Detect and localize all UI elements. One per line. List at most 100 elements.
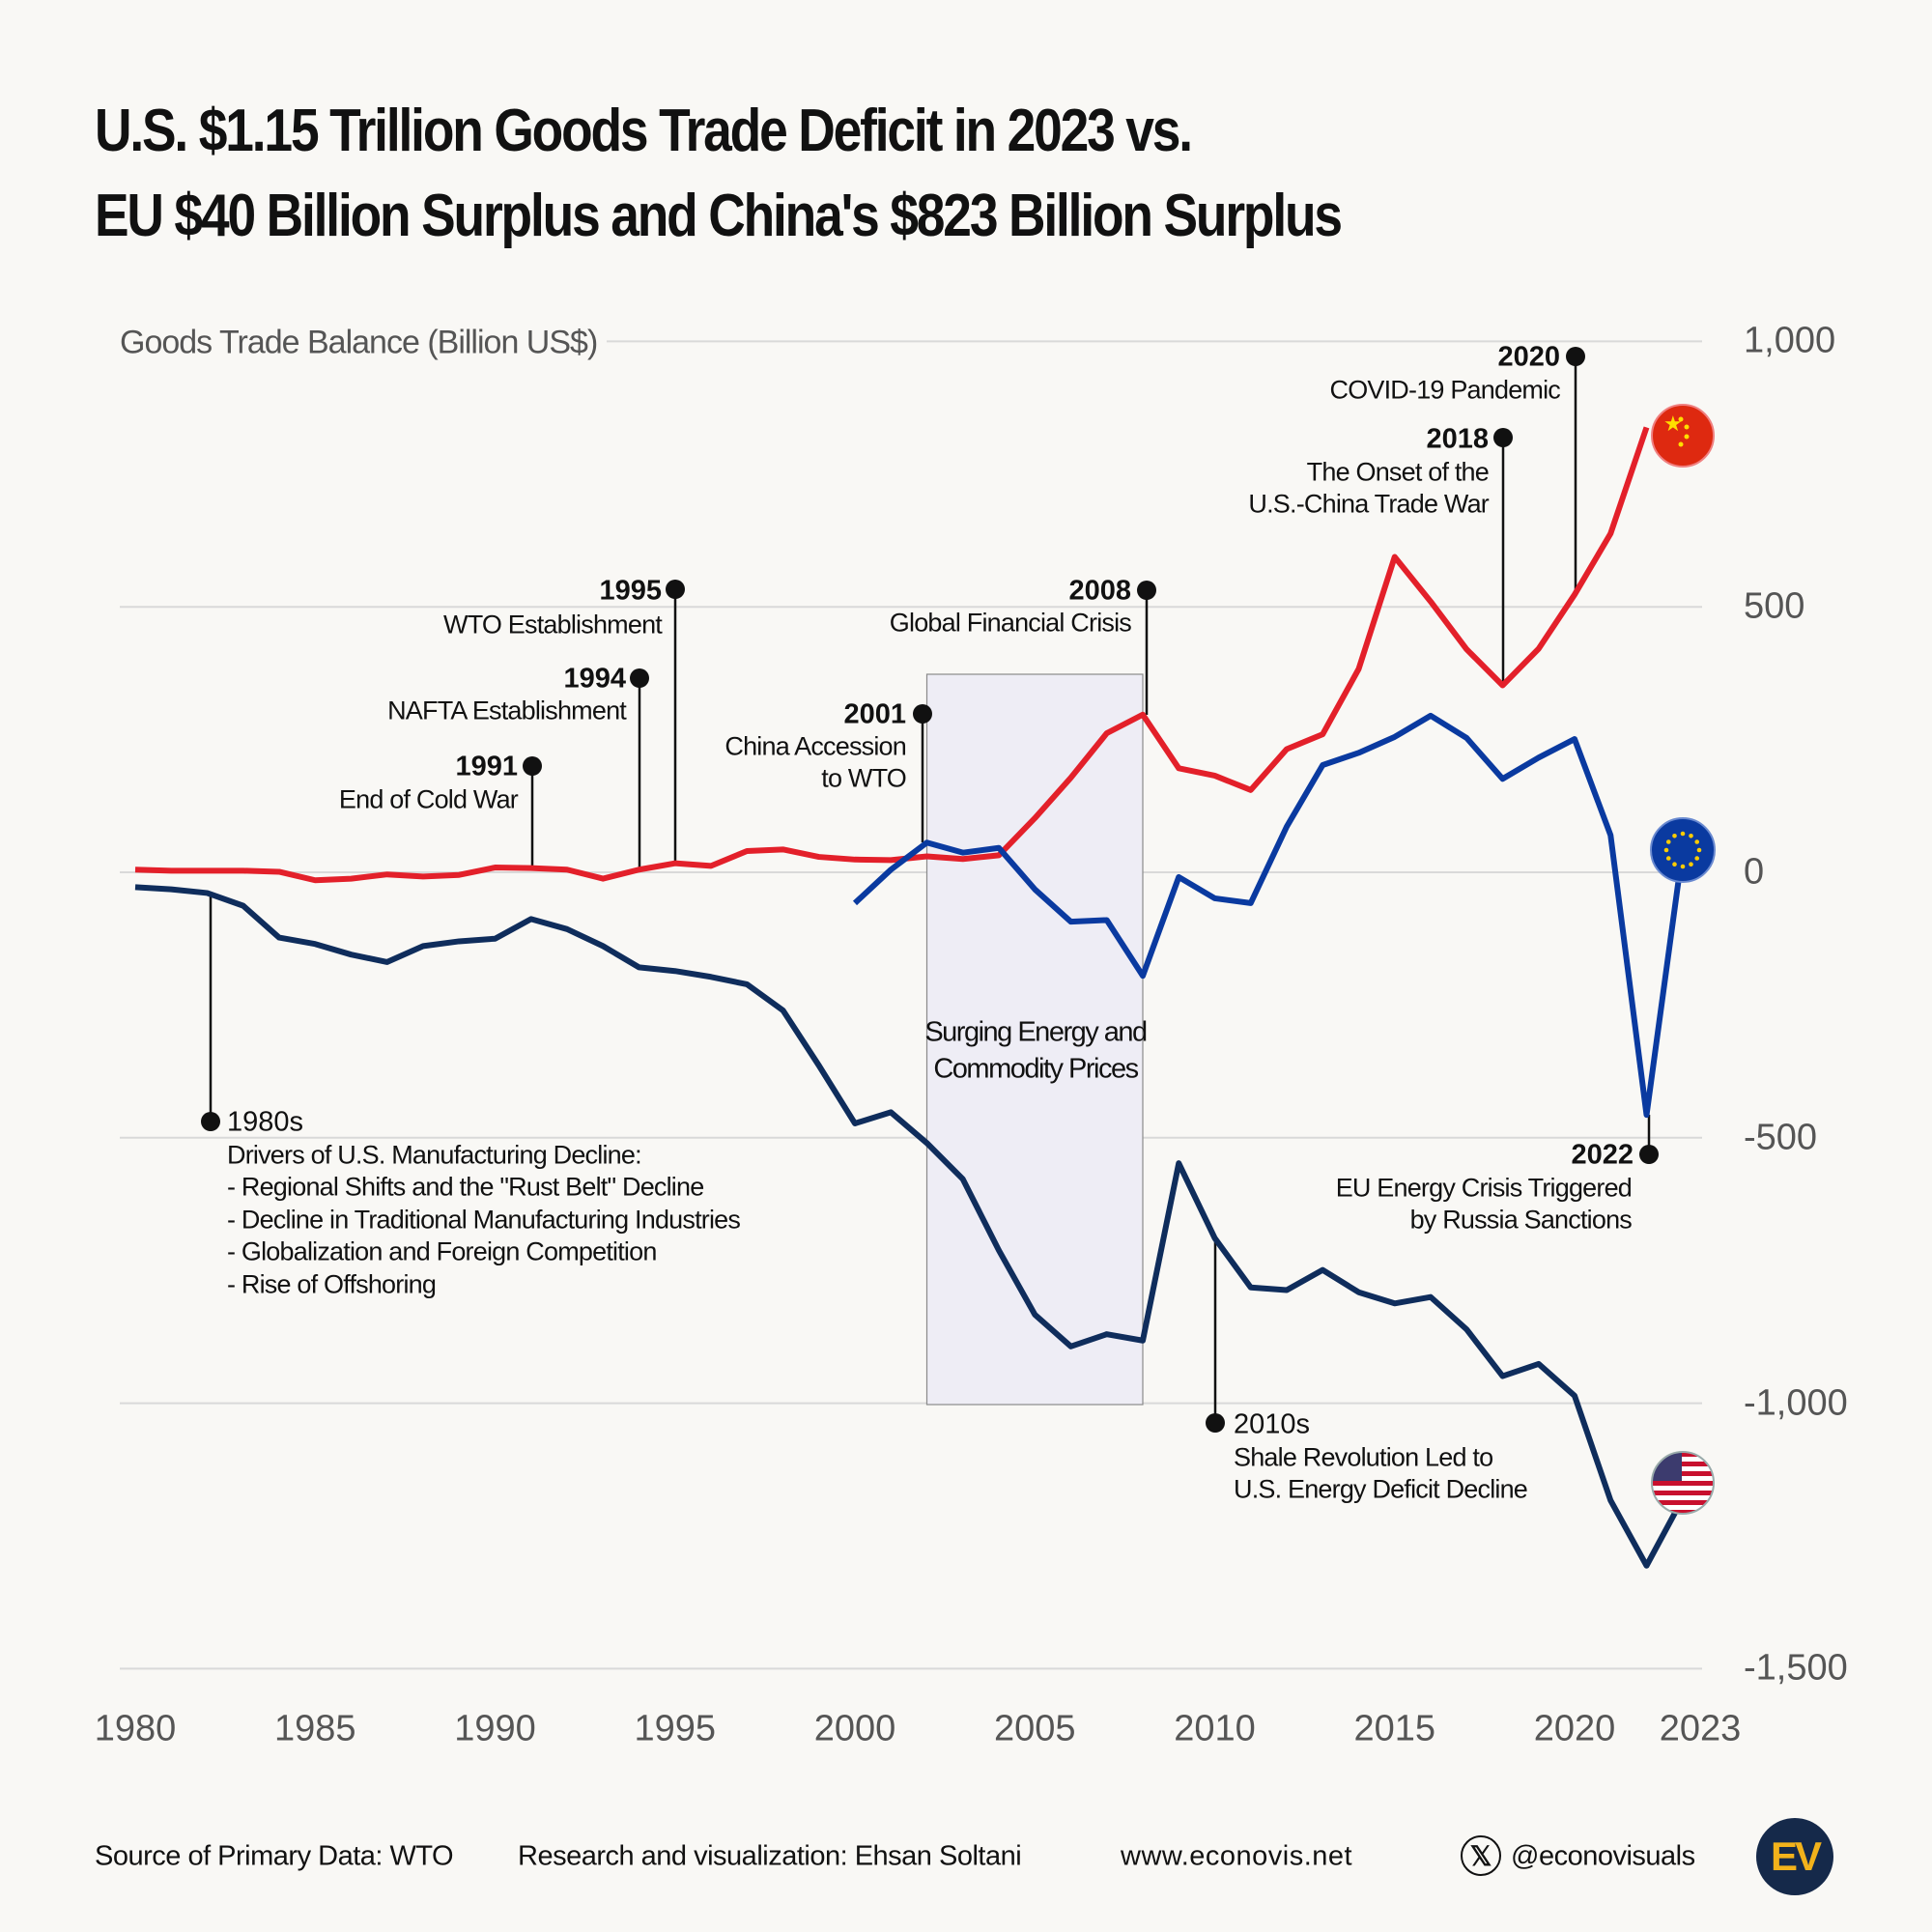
x-tick-label: 2015	[1353, 1708, 1436, 1749]
us-flag-stripe	[1652, 1452, 1714, 1457]
series-line-eu	[852, 712, 1686, 1119]
eu-flag-star	[1689, 833, 1693, 838]
annotation-dot-2010s	[1206, 1413, 1225, 1433]
eu-flag-star	[1672, 833, 1677, 838]
annotation-1994-year: 1994	[563, 663, 626, 695]
annotation-dot-1995	[666, 580, 685, 599]
website-link[interactable]: www.econovis.net	[1121, 1840, 1353, 1872]
x-tick-label: 2023	[1659, 1708, 1742, 1749]
series-line-us	[134, 884, 1686, 1569]
annotation-dot-2008	[1137, 581, 1156, 600]
annotation-dot-2018	[1493, 428, 1513, 447]
eu-flag-star	[1694, 839, 1700, 844]
shaded-region	[925, 673, 1144, 1406]
annotation-2018-text1: The Onset of the	[1306, 457, 1490, 487]
china-flag-icon: ★	[1651, 404, 1715, 468]
us-flag-stripe	[1652, 1457, 1714, 1462]
us-flag-stripe	[1652, 1462, 1714, 1466]
us-flag-stripe	[1652, 1476, 1714, 1481]
eu-flag-star	[1665, 856, 1671, 861]
annotation-dot-1991	[523, 756, 542, 776]
annotation-2010s-year: 2010s	[1234, 1408, 1311, 1440]
annotation-1980s-line: - Globalization and Foreign Competition	[227, 1236, 657, 1266]
annotation-1994-text: NAFTA Establishment	[387, 696, 627, 725]
china-flag-small-star	[1684, 434, 1690, 440]
annotation-dot-2001	[913, 704, 932, 724]
annotation-2018-text2: U.S.-China Trade War	[1248, 489, 1489, 519]
us-flag-body	[1652, 1452, 1714, 1514]
annotation-1980s-line: Drivers of U.S. Manufacturing Decline:	[227, 1140, 642, 1170]
us-flag-stripe	[1652, 1510, 1714, 1514]
annotation-dot-1980s	[201, 1112, 220, 1131]
x-tick-label: 2010	[1174, 1708, 1256, 1749]
eu-flag-icon	[1650, 817, 1716, 883]
annotation-1980s-year: 1980s	[227, 1106, 304, 1138]
eu-flag-star	[1694, 856, 1700, 861]
eu-flag-star	[1689, 862, 1693, 867]
us-flag-stripe	[1652, 1500, 1714, 1505]
x-tick-label: 2005	[993, 1708, 1076, 1749]
source-note: Source of Primary Data: WTO	[95, 1840, 454, 1872]
social-handle[interactable]: @econovisuals	[1511, 1840, 1695, 1872]
us-flag-stripe	[1652, 1491, 1714, 1495]
china-flag-small-star	[1684, 424, 1690, 430]
y-tick-label: -1,000	[1744, 1382, 1848, 1424]
annotation-2022-text2: by Russia Sanctions	[1409, 1205, 1633, 1235]
annotation-1991-text: End of Cold War	[338, 784, 519, 814]
annotation-1991-year: 1991	[455, 751, 518, 782]
eu-flag-star	[1663, 847, 1669, 853]
us-flag-icon	[1651, 1451, 1715, 1515]
shaded-region-label-2: Commodity Prices	[933, 1053, 1139, 1085]
chart-title-line1: U.S. $1.15 Trillion Goods Trade Deficit …	[95, 98, 1193, 164]
china-flag-bg	[1651, 404, 1715, 468]
y-axis-title: Goods Trade Balance (Billion US$)	[114, 324, 608, 362]
x-tick-label: 1985	[273, 1708, 356, 1749]
chart-title-line2: EU $40 Billion Surplus and China's $823 …	[95, 183, 1343, 249]
china-flag-small-star	[1678, 441, 1684, 447]
us-flag-stripe	[1652, 1495, 1714, 1500]
credit-note: Research and visualization: Ehsan Soltan…	[518, 1840, 1022, 1872]
us-flag-stripe	[1652, 1481, 1714, 1486]
shaded-region-label-1: Surging Energy and	[924, 1016, 1148, 1048]
eu-flag-star	[1665, 839, 1671, 844]
china-flag-star: ★	[1663, 412, 1683, 436]
x-tick-label: 1980	[94, 1708, 177, 1749]
x-tick-label: 2020	[1533, 1708, 1616, 1749]
annotation-2020-text: COVID-19 Pandemic	[1329, 375, 1561, 405]
annotation-2010s-text1: Shale Revolution Led to	[1234, 1442, 1493, 1472]
annotation-dot-1994	[630, 668, 649, 688]
us-flag-stripe	[1652, 1466, 1714, 1471]
annotation-1980s-line: - Regional Shifts and the "Rust Belt" De…	[227, 1172, 704, 1202]
eu-flag-star	[1680, 831, 1686, 837]
y-tick-label: -1,500	[1744, 1647, 1848, 1689]
x-tick-label: 2000	[813, 1708, 896, 1749]
eu-flag-bg	[1650, 817, 1716, 883]
annotation-1995-year: 1995	[599, 575, 662, 607]
annotation-2020-year: 2020	[1497, 341, 1560, 373]
us-flag-border	[1651, 1451, 1715, 1515]
annotation-dot-2022	[1639, 1145, 1659, 1164]
annotation-2008-text: Global Financial Crisis	[889, 608, 1132, 638]
us-flag-stripe	[1652, 1505, 1714, 1510]
y-tick-label: -500	[1744, 1117, 1818, 1158]
annotation-1995-text: WTO Establishment	[443, 610, 663, 639]
econovis-logo: EV	[1756, 1818, 1833, 1895]
annotation-1980s-line: - Rise of Offshoring	[227, 1269, 437, 1299]
annotation-2010s-text2: U.S. Energy Deficit Decline	[1234, 1474, 1528, 1504]
annotation-2018-year: 2018	[1426, 423, 1489, 455]
y-tick-label: 1,000	[1744, 320, 1836, 361]
annotation-2022-text1: EU Energy Crisis Triggered	[1335, 1173, 1633, 1203]
eu-flag-star	[1672, 862, 1677, 867]
x-tick-label: 1995	[634, 1708, 717, 1749]
us-flag-stripe	[1652, 1486, 1714, 1491]
annotation-dot-2020	[1566, 347, 1585, 366]
annotation-2008-year: 2008	[1068, 575, 1131, 607]
china-flag-small-star	[1678, 416, 1684, 422]
y-tick-label: 0	[1744, 851, 1765, 893]
us-flag-stripe	[1652, 1471, 1714, 1476]
annotation-2001-text1: China Accession	[724, 731, 906, 761]
x-logo-icon: 𝕏	[1461, 1835, 1501, 1876]
annotation-2022-year: 2022	[1571, 1139, 1634, 1171]
eu-flag-star	[1680, 864, 1686, 869]
